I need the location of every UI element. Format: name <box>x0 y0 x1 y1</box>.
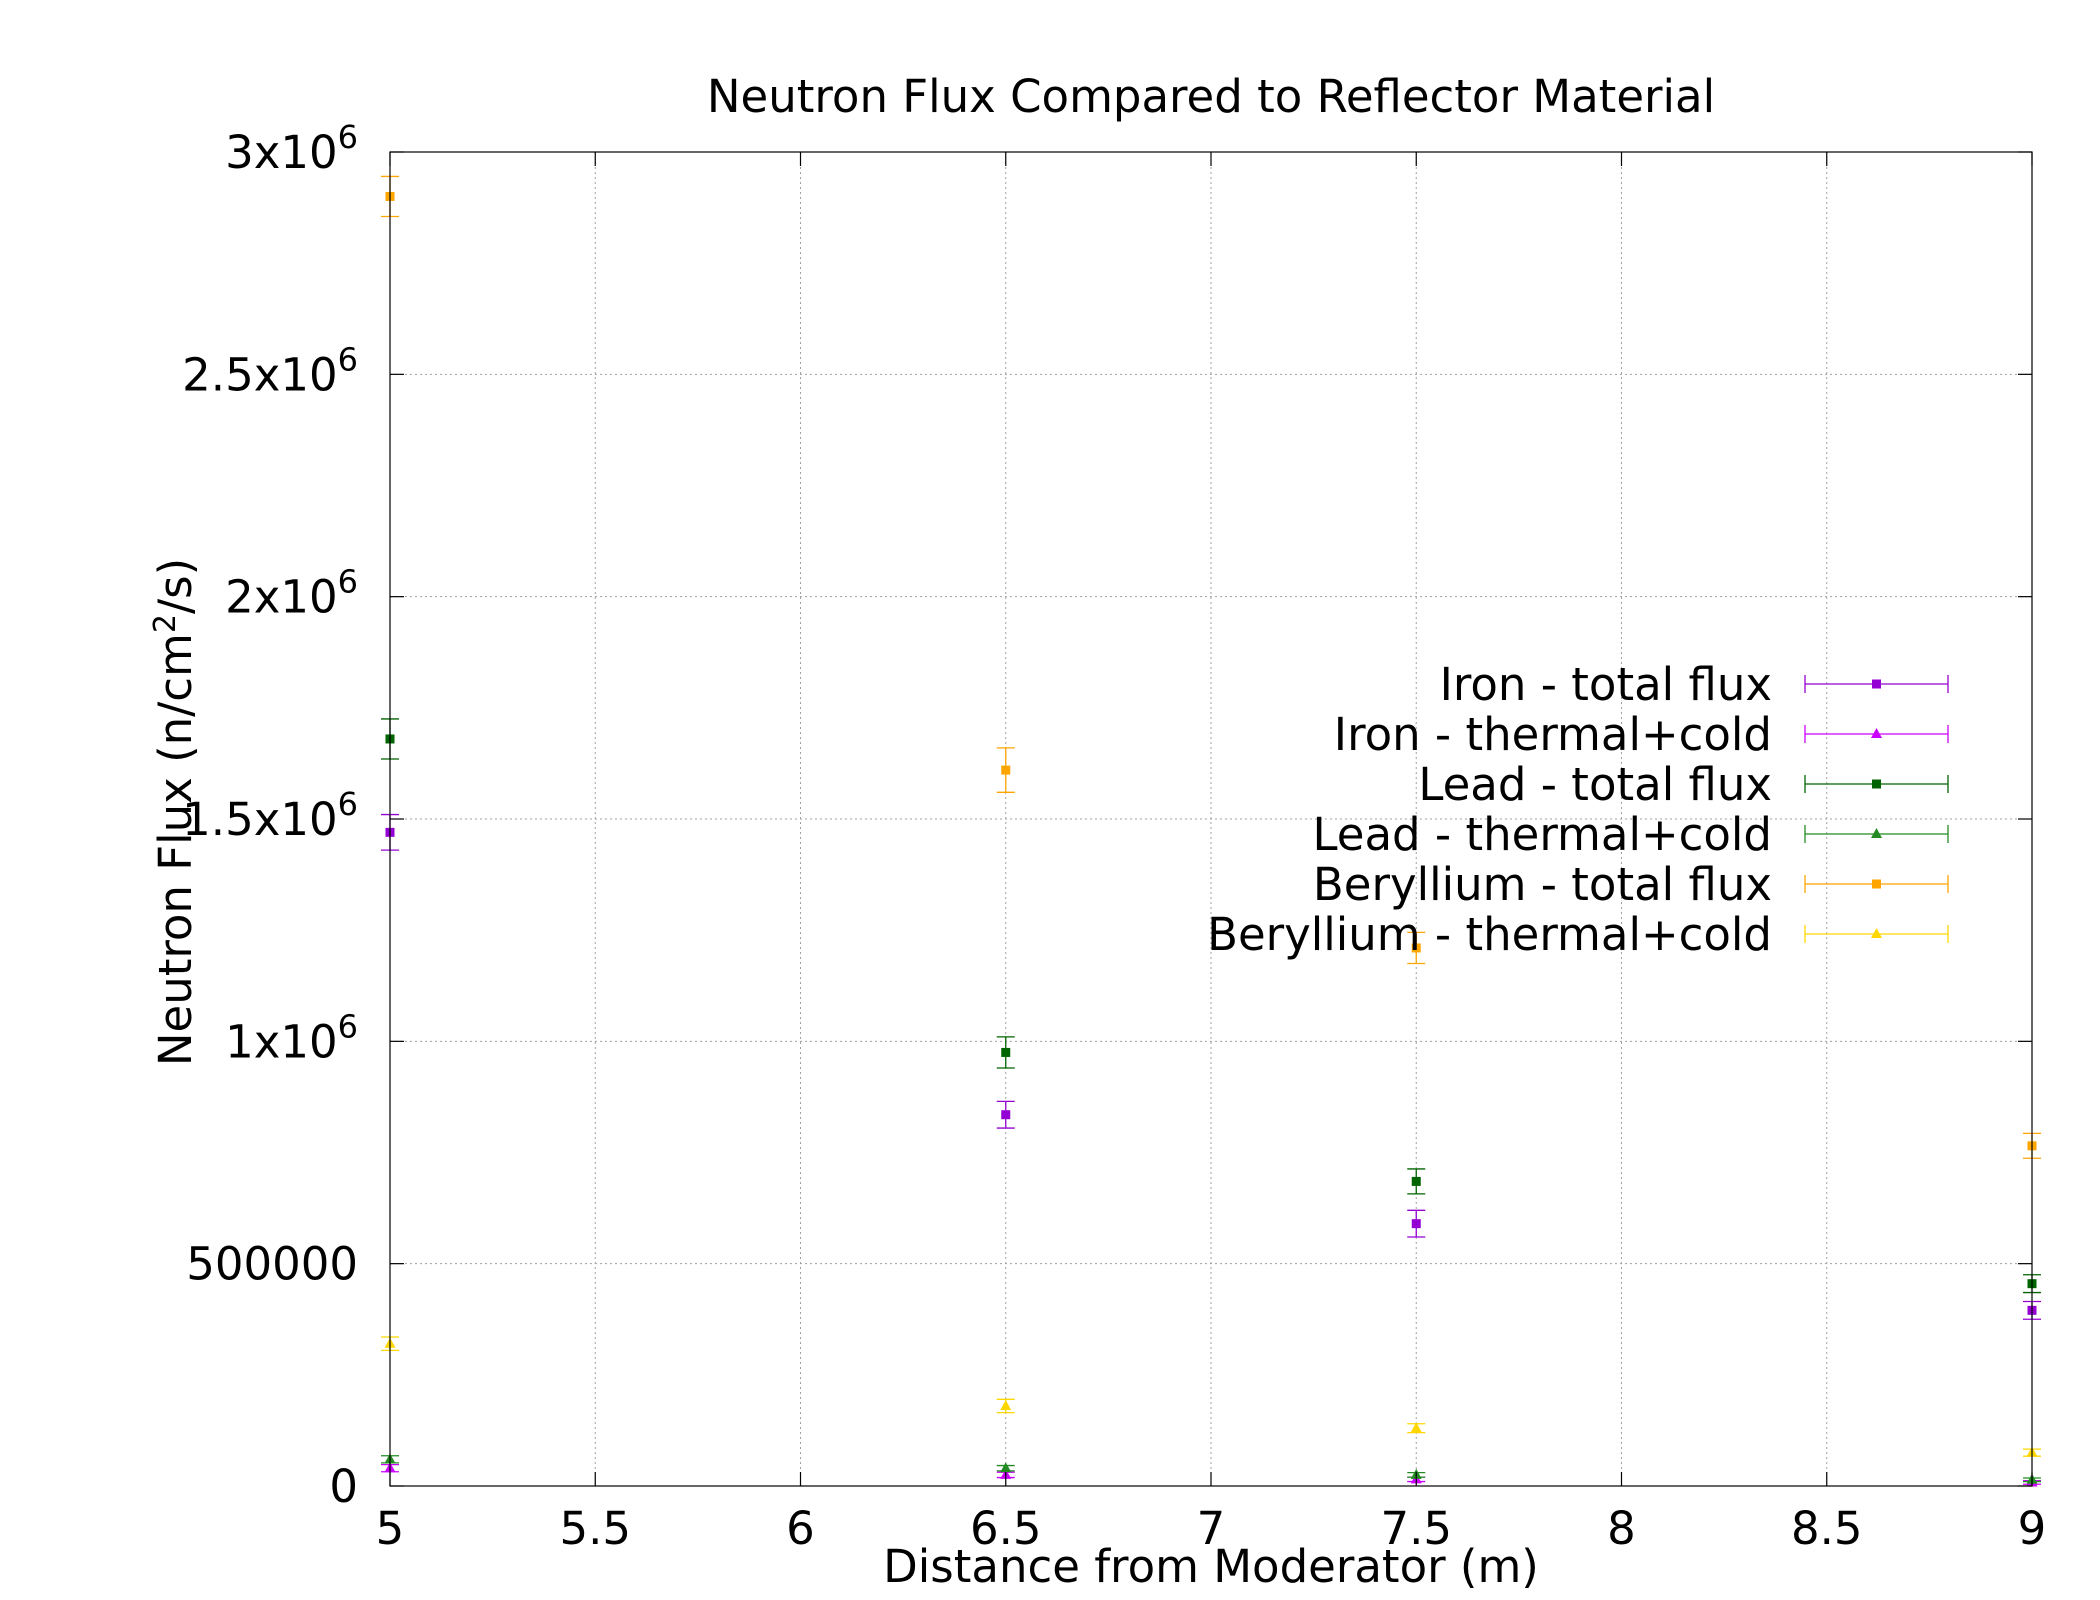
y-axis-title-superscript: 2 <box>148 614 183 633</box>
x-tick-label: 6 <box>786 1502 815 1555</box>
data-point <box>1001 765 1011 775</box>
legend-label: Lead - thermal+cold <box>1313 808 1772 861</box>
data-point <box>1411 1219 1421 1229</box>
legend-item: Beryllium - thermal+cold <box>1207 908 1949 961</box>
y-axis-title-prefix: Neutron Flux (n/cm <box>149 633 202 1066</box>
x-axis-title: Distance from Moderator (m) <box>883 1540 1539 1593</box>
y-tick-label: 0 <box>329 1460 358 1513</box>
legend-item: Lead - total flux <box>1418 758 1949 811</box>
y-tick-label: 500000 <box>186 1238 358 1291</box>
legend-marker <box>1871 928 1882 938</box>
data-point <box>1001 1110 1011 1120</box>
legend-marker <box>1872 779 1881 789</box>
x-tick-label: 7.5 <box>1380 1502 1452 1555</box>
legend-item: Iron - total flux <box>1440 658 1949 711</box>
x-tick-label: 6.5 <box>970 1502 1042 1555</box>
legend-label: Beryllium - thermal+cold <box>1207 908 1772 961</box>
x-tick-label: 8.5 <box>1791 1502 1863 1555</box>
legend-marker <box>1872 679 1881 689</box>
legend-label: Lead - total flux <box>1418 758 1772 811</box>
x-tick-label: 9 <box>2018 1502 2047 1555</box>
y-tick-label: 3x106 <box>225 118 358 179</box>
legend-marker <box>1871 728 1882 738</box>
x-tick-label: 5 <box>376 1502 405 1555</box>
legend-label: Iron - thermal+cold <box>1334 708 1772 761</box>
grid-lines <box>390 152 2032 1486</box>
x-tick-label: 5.5 <box>559 1502 631 1555</box>
data-point <box>1000 1462 1012 1473</box>
y-tick-label: 1.5x106 <box>182 785 358 846</box>
y-axis-title: Neutron Flux (n/cm2/s) <box>148 558 202 1066</box>
legend-marker <box>1871 828 1882 838</box>
data-point <box>1000 1399 1012 1410</box>
chart-title: Neutron Flux Compared to Reflector Mater… <box>707 70 1715 123</box>
legend-item: Beryllium - total flux <box>1313 858 1949 911</box>
data-point <box>1411 943 1421 953</box>
data-point <box>1001 1047 1011 1057</box>
legend-label: Iron - total flux <box>1440 658 1772 711</box>
x-tick-label: 8 <box>1607 1502 1636 1555</box>
y-tick-label: 2x106 <box>225 563 358 624</box>
legend-item: Lead - thermal+cold <box>1313 808 1949 861</box>
data-point <box>1410 1422 1422 1433</box>
data-point <box>1411 1176 1421 1186</box>
legend-item: Iron - thermal+cold <box>1334 708 1949 761</box>
y-tick-label: 1x106 <box>225 1007 358 1068</box>
x-tick-label: 7 <box>1197 1502 1226 1555</box>
legend-marker <box>1872 879 1881 889</box>
axis-ticks: 5 5.5 6 6.5 7 7.5 8 8.5 9 0 500000 1x106 1.5x106 2x10… <box>182 118 2046 1555</box>
y-axis-title-suffix: /s) <box>149 558 202 614</box>
legend-label: Beryllium - total flux <box>1313 858 1772 911</box>
y-tick-label: 2.5x106 <box>182 340 358 401</box>
